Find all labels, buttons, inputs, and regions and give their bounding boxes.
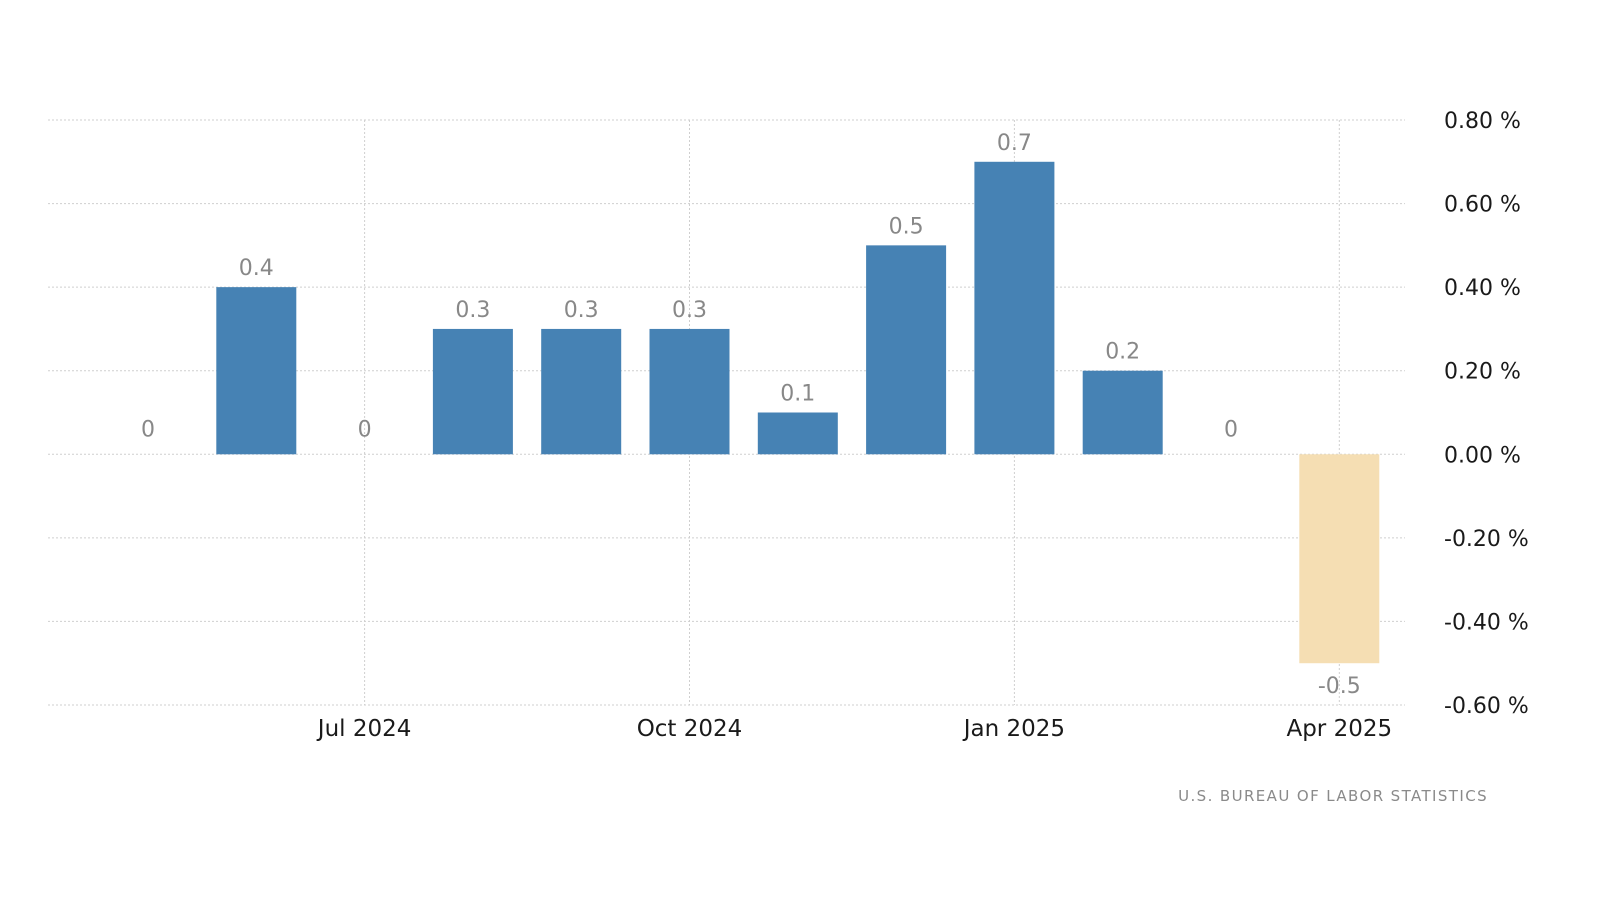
data-label-layer: 0 0.4 0 0.3 0.3 0.3 0.1 0.5 0.7 0.2 0 -0.5 — [141, 131, 1361, 699]
data-label: 0.2 — [1105, 340, 1140, 365]
data-label: -0.5 — [1318, 674, 1361, 699]
y-tick-label: 0.20 % — [1444, 360, 1521, 385]
y-tick-label: -0.40 % — [1444, 610, 1529, 635]
bar — [1082, 370, 1163, 455]
data-label: 0.3 — [455, 298, 490, 323]
data-label: 0.4 — [239, 256, 274, 281]
bar — [1299, 454, 1380, 664]
data-label: 0 — [1224, 417, 1238, 442]
data-label: 0.5 — [889, 214, 924, 239]
bar — [216, 287, 297, 455]
x-axis: Jul 2024 Oct 2024 Jan 2025 Apr 2025 — [316, 716, 1392, 742]
data-label: 0 — [358, 417, 372, 442]
bar — [866, 245, 947, 455]
y-tick-label: 0.60 % — [1444, 193, 1521, 218]
data-label: 0.3 — [564, 298, 599, 323]
data-label: 0.7 — [997, 131, 1032, 156]
source-credit: U.S. BUREAU OF LABOR STATISTICS — [1178, 787, 1488, 805]
bar-layer — [216, 161, 1380, 664]
y-tick-label: -0.20 % — [1444, 527, 1529, 552]
data-label: 0.3 — [672, 298, 707, 323]
bar — [541, 328, 622, 455]
y-tick-label: -0.60 % — [1444, 694, 1529, 719]
bar — [757, 412, 838, 455]
bar — [649, 328, 730, 455]
bar — [974, 161, 1055, 455]
y-tick-label: 0.00 % — [1444, 443, 1521, 468]
bar — [432, 328, 513, 455]
y-tick-label: 0.80 % — [1444, 109, 1521, 134]
x-tick-label: Jul 2024 — [316, 716, 412, 742]
y-tick-label: 0.40 % — [1444, 276, 1521, 301]
x-tick-label: Oct 2024 — [637, 716, 743, 742]
data-label: 0.1 — [780, 382, 815, 407]
data-label: 0 — [141, 417, 155, 442]
x-tick-label: Apr 2025 — [1286, 716, 1392, 742]
y-axis: 0.80 % 0.60 % 0.40 % 0.20 % 0.00 % -0.20 % -0.… — [1444, 109, 1529, 719]
x-tick-label: Jan 2025 — [962, 716, 1065, 742]
